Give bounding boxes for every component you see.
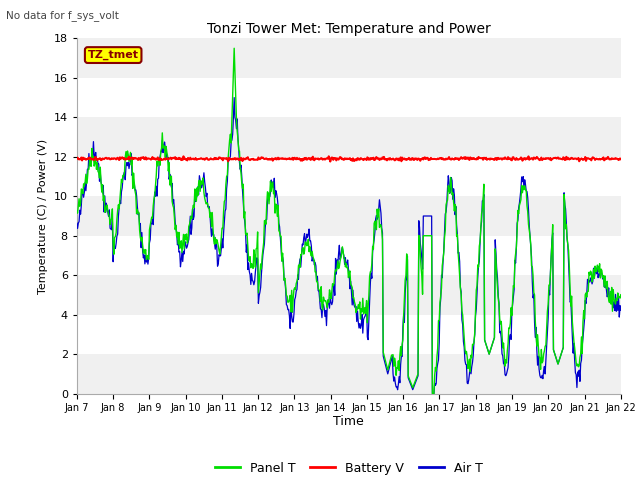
Bar xyxy=(77,78,621,117)
Bar xyxy=(77,117,621,157)
Legend: Panel T, Battery V, Air T: Panel T, Battery V, Air T xyxy=(210,456,488,480)
Bar xyxy=(77,354,621,394)
Text: No data for f_sys_volt: No data for f_sys_volt xyxy=(6,10,119,21)
Bar xyxy=(77,275,621,315)
Y-axis label: Temperature (C) / Power (V): Temperature (C) / Power (V) xyxy=(38,138,48,294)
X-axis label: Time: Time xyxy=(333,415,364,428)
Bar xyxy=(77,315,621,354)
Bar xyxy=(77,38,621,78)
Bar xyxy=(77,157,621,196)
Title: Tonzi Tower Met: Temperature and Power: Tonzi Tower Met: Temperature and Power xyxy=(207,22,491,36)
Bar xyxy=(77,236,621,275)
Bar xyxy=(77,196,621,236)
Text: TZ_tmet: TZ_tmet xyxy=(88,50,139,60)
